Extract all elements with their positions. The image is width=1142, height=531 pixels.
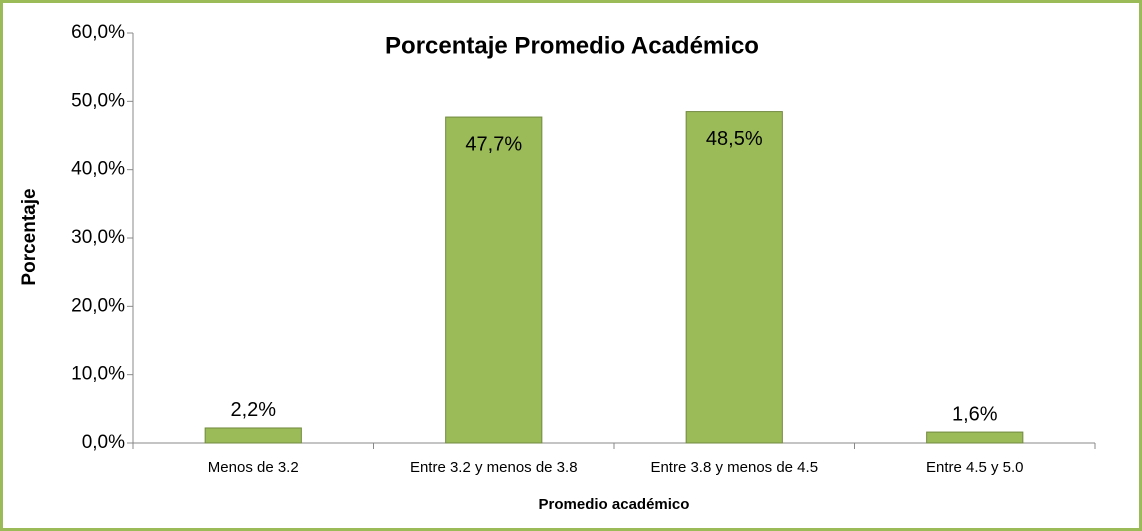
y-tick-label: 0,0% [82,432,125,453]
value-label: 47,7% [465,133,522,155]
y-axis-label: Porcentaje [19,188,40,285]
value-label: 2,2% [230,399,276,421]
x-axis-label: Promedio académico [539,496,690,513]
y-tick-label: 60,0% [71,22,125,43]
y-tick-label: 20,0% [71,295,125,316]
y-tick-label: 10,0% [71,364,125,385]
value-label: 48,5% [706,128,763,150]
y-tick-label: 30,0% [71,227,125,248]
x-tick-label: Entre 4.5 y 5.0 [926,459,1024,476]
y-tick-label: 50,0% [71,90,125,111]
x-tick-label: Menos de 3.2 [208,459,299,476]
chart-title: Porcentaje Promedio Académico [385,32,759,59]
bar [445,116,543,444]
bar [926,431,1024,444]
y-tick-label: 40,0% [71,159,125,180]
bar [204,427,302,444]
bar [685,111,783,444]
value-label: 1,6% [952,403,998,425]
x-tick-label: Entre 3.2 y menos de 3.8 [410,459,578,476]
x-tick-label: Entre 3.8 y menos de 4.5 [650,459,818,476]
